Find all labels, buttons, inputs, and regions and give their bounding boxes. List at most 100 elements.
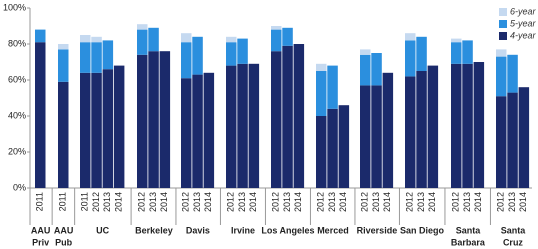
legend-swatch xyxy=(499,32,507,40)
bar-segment xyxy=(416,36,427,71)
group-label: UC xyxy=(96,225,109,235)
group-label: Los Angeles xyxy=(261,225,314,235)
x-tick-label: 2012 xyxy=(137,192,147,212)
bar-segment xyxy=(496,49,507,57)
y-tick-label: 40% xyxy=(8,110,26,120)
x-tick-label: 2013 xyxy=(148,192,158,212)
bar-segment xyxy=(518,87,530,188)
bar-segment xyxy=(338,105,350,188)
x-tick-label: 2012 xyxy=(496,192,506,212)
x-tick-label: 2014 xyxy=(114,192,124,212)
bar-segment xyxy=(327,65,338,109)
group-label: Barbara xyxy=(451,237,486,247)
bar-segment xyxy=(181,78,192,188)
bar-segment xyxy=(371,53,382,86)
legend-swatch xyxy=(499,8,507,16)
bar-segment xyxy=(507,54,518,93)
y-tick-label: 20% xyxy=(8,146,26,156)
bar-segment xyxy=(316,116,327,188)
x-tick-label: 2014 xyxy=(473,192,483,212)
bar-segment xyxy=(271,29,282,52)
x-tick-label: 2013 xyxy=(462,192,472,212)
group-label: San Diego xyxy=(400,225,445,235)
x-tick-label: 2011 xyxy=(80,192,90,211)
x-tick-label: 2012 xyxy=(360,192,370,212)
x-tick-label: 2014 xyxy=(427,192,437,212)
bar-segment xyxy=(58,44,69,50)
x-tick-label: 2012 xyxy=(91,192,101,212)
group-label: AAU xyxy=(31,225,51,235)
legend-label: 5-year xyxy=(510,18,537,28)
group-label: Merced xyxy=(317,225,349,235)
bar-segment xyxy=(427,65,439,188)
bar-segment xyxy=(405,76,416,188)
bar-segment xyxy=(80,35,91,43)
x-tick-label: 2013 xyxy=(507,192,517,212)
bar-segment xyxy=(327,108,338,188)
group-label: Santa xyxy=(501,225,527,235)
bar-segment xyxy=(462,40,473,64)
group-label: Berkeley xyxy=(135,225,173,235)
x-tick-label: 2013 xyxy=(327,192,337,212)
x-tick-label: 2013 xyxy=(371,192,381,212)
bar-segment xyxy=(282,27,293,46)
group-label: Irvine xyxy=(231,225,255,235)
bar-segment xyxy=(102,69,114,188)
bar-segment xyxy=(382,72,394,188)
bar-segment xyxy=(91,72,102,188)
bar-segment xyxy=(148,27,159,52)
bar-segment xyxy=(137,29,148,55)
group-label: Cruz xyxy=(503,237,523,247)
bar-segment xyxy=(80,42,91,73)
group-label: Riverside xyxy=(357,225,398,235)
bar-segment xyxy=(462,63,473,188)
bar-segment xyxy=(203,72,215,188)
bar-segment xyxy=(451,38,462,43)
legend-swatch xyxy=(499,20,507,28)
bar-segment xyxy=(507,92,518,188)
bar-segment xyxy=(293,44,305,188)
bar-segment xyxy=(91,36,102,43)
y-tick-label: 60% xyxy=(8,74,26,84)
x-tick-label: 2012 xyxy=(181,192,191,212)
bar-segment xyxy=(237,63,248,188)
x-tick-label: 2014 xyxy=(382,192,392,212)
bar-segment xyxy=(360,54,371,86)
x-tick-label: 2014 xyxy=(293,192,303,212)
x-tick-label: 2012 xyxy=(226,192,236,212)
x-tick-label: 2013 xyxy=(192,192,202,212)
bar-segment xyxy=(102,40,114,70)
bar-segment xyxy=(58,81,69,188)
bar-segment xyxy=(58,49,69,82)
bar-segment xyxy=(496,56,507,97)
x-tick-label: 2014 xyxy=(203,192,213,212)
bar-segment xyxy=(496,96,507,188)
bar-segment xyxy=(226,65,237,188)
x-tick-label: 2014 xyxy=(518,192,528,212)
x-tick-label: 2012 xyxy=(271,192,281,212)
bar-segment xyxy=(148,51,159,189)
x-tick-label: 2014 xyxy=(248,192,258,212)
legend-label: 6-year xyxy=(510,6,537,16)
bar-segment xyxy=(192,74,203,188)
bar-segment xyxy=(371,85,382,188)
bar-segment xyxy=(360,49,371,55)
x-tick-label: 2013 xyxy=(416,192,426,212)
y-tick-label: 100% xyxy=(3,2,26,12)
bar-segment xyxy=(405,33,416,41)
x-tick-label: 2012 xyxy=(451,192,461,212)
bar-segment xyxy=(35,42,46,189)
bar-segment xyxy=(248,63,260,188)
y-tick-label: 0% xyxy=(13,182,26,192)
y-tick-label: 80% xyxy=(8,38,26,48)
bar-segment xyxy=(316,63,327,71)
x-tick-label: 2013 xyxy=(237,192,247,212)
bar-segment xyxy=(181,42,192,79)
bar-segment xyxy=(91,42,102,73)
bar-segment xyxy=(282,45,293,188)
bar-segment xyxy=(80,72,91,188)
x-tick-label: 2011 xyxy=(58,192,68,211)
x-tick-label: 2012 xyxy=(405,192,415,212)
bar-segment xyxy=(192,36,203,75)
